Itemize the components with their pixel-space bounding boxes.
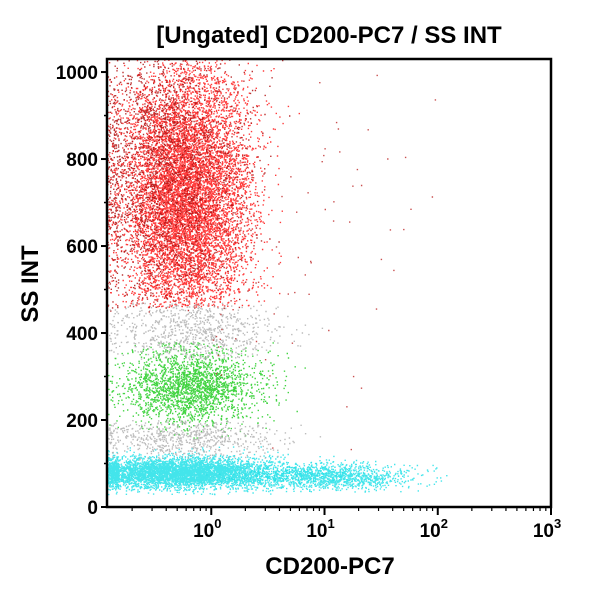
y-axis-label: SS INT: [17, 245, 44, 323]
y-tick-label-5: 1000: [56, 63, 98, 84]
y-tick-label-4: 800: [66, 150, 98, 171]
x-axis-label: CD200-PC7: [265, 553, 394, 580]
population-0-points: [107, 59, 300, 309]
y-tick-label-0: 0: [87, 498, 98, 519]
population-1-points: [107, 59, 291, 313]
population-2-points: [107, 342, 306, 439]
population-2: [107, 342, 306, 439]
plot-frame: [105, 57, 553, 509]
y-tick-label-2: 400: [66, 324, 98, 345]
population-3: [107, 446, 391, 496]
population-1: [107, 59, 291, 313]
x-tick-label-1: 101: [306, 516, 334, 542]
population-6: [107, 420, 322, 461]
population-4: [206, 455, 448, 493]
population-3-points: [107, 446, 391, 496]
population-5-points: [107, 302, 324, 361]
population-6-points: [107, 420, 322, 461]
x-tick-label-2: 102: [420, 516, 448, 542]
y-tick-label-1: 200: [66, 411, 98, 432]
data-points: [107, 59, 448, 496]
population-4-points: [206, 455, 448, 493]
population-0: [107, 59, 300, 309]
y-tick-label-3: 600: [66, 237, 98, 258]
axis-ticks: 0 200 400 600 800 1000 100 101 102 103: [56, 63, 561, 542]
x-tick-label-0: 100: [193, 516, 221, 542]
chart-title: [Ungated] CD200-PC7 / SS INT: [156, 22, 502, 49]
population-5: [107, 302, 324, 361]
x-tick-label-3: 103: [533, 516, 561, 542]
